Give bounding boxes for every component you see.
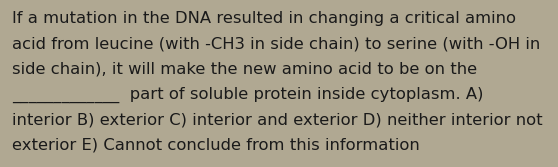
Text: interior B) exterior C) interior and exterior D) neither interior not: interior B) exterior C) interior and ext… — [12, 112, 543, 127]
Text: _____________  part of soluble protein inside cytoplasm. A): _____________ part of soluble protein in… — [12, 87, 484, 103]
Text: acid from leucine (with -CH3 in side chain) to serine (with -OH in: acid from leucine (with -CH3 in side cha… — [12, 36, 541, 51]
Text: exterior E) Cannot conclude from this information: exterior E) Cannot conclude from this in… — [12, 138, 420, 153]
Text: side chain), it will make the new amino acid to be on the: side chain), it will make the new amino … — [12, 62, 478, 77]
Text: If a mutation in the DNA resulted in changing a critical amino: If a mutation in the DNA resulted in cha… — [12, 11, 516, 26]
